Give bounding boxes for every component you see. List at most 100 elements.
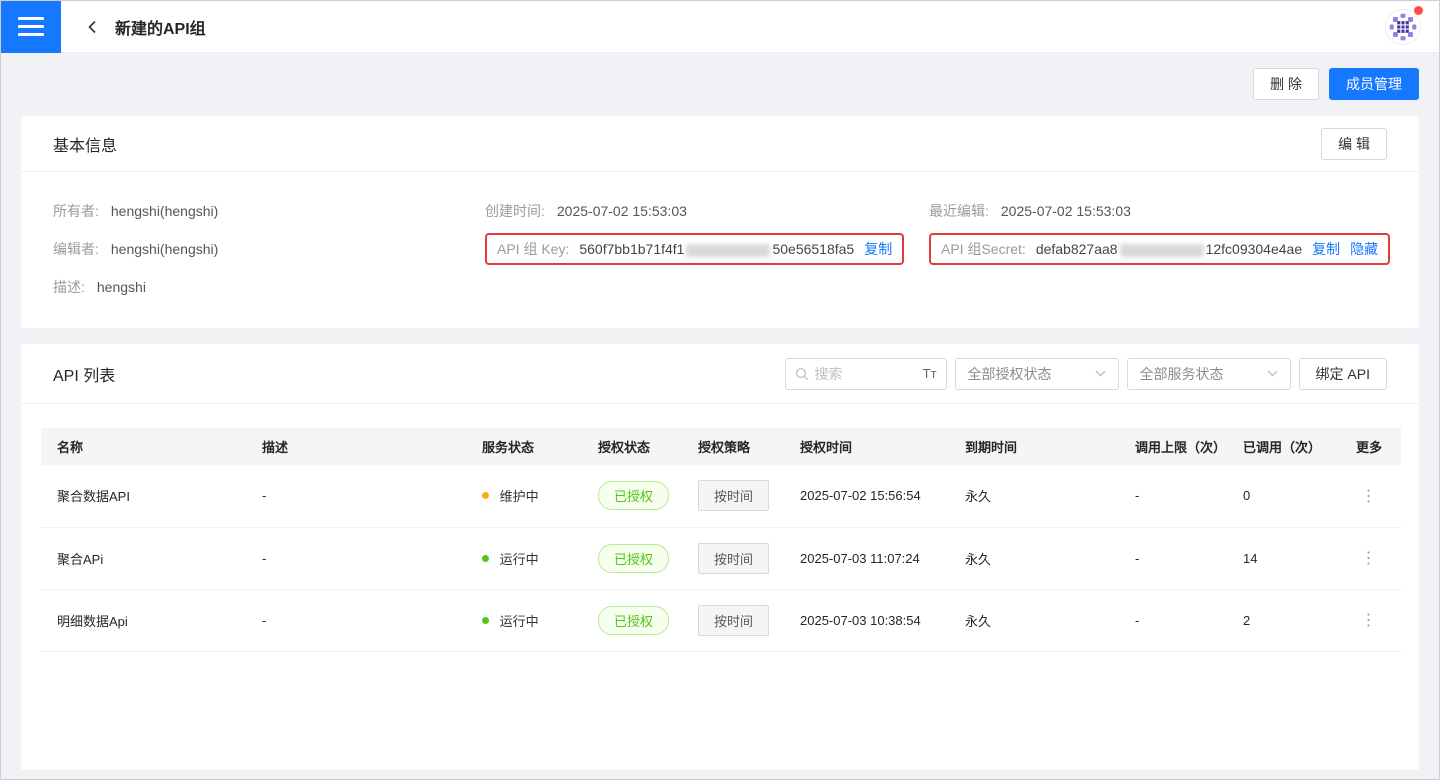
api-key-field: API 组 Key: 560f7bb1b71f4f1 50e56518fa5 复制 [485,230,929,268]
auth-status-badge: 已授权 [598,543,670,573]
row-more-cell: ⋮ [1337,527,1401,590]
more-icon[interactable]: ⋮ [1360,612,1378,629]
user-avatar[interactable] [1385,5,1423,45]
col-auth-policy: 授权策略 [682,428,784,465]
api-key-value: 560f7bb1b71f4f1 50e56518fa5 [579,241,855,257]
row-more-cell: ⋮ [1337,589,1401,652]
back-button[interactable] [85,19,101,35]
policy-button[interactable]: 按时间 [698,604,770,636]
basic-info-header: 基本信息 编 辑 [21,116,1419,172]
edited-value: 2025-07-02 15:53:03 [1000,203,1131,219]
search-box[interactable]: Tт [784,357,947,390]
notification-dot [1414,5,1423,15]
api-description: - [246,465,466,528]
auth-policy-cell: 按时间 [682,589,784,652]
auth-status-badge: 已授权 [598,481,670,511]
bind-api-button[interactable]: 绑定 API [1298,357,1387,390]
api-table: 名称 描述 服务状态 授权状态 授权策略 授权时间 到期时间 调用上限（次） 已… [41,428,1401,652]
created-label: 创建时间: [485,203,545,219]
delete-button[interactable]: 删 除 [1253,68,1319,100]
auth-status-cell: 已授权 [582,589,682,652]
avatar-pattern-icon [1389,13,1417,40]
table-row[interactable]: 聚合APi - 运行中 已授权 按时间 2025-07-03 11:07:24 [41,527,1401,590]
auth-status-badge: 已授权 [598,605,670,635]
chevron-down-icon [1267,370,1278,377]
api-secret-highlight-box: API 组Secret: defab827aa8 12fc09304e4ae 复制… [929,233,1391,265]
expire-time: 永久 [949,589,1119,652]
api-list-title: API 列表 [53,367,116,385]
policy-button[interactable]: 按时间 [698,480,770,512]
col-service-status: 服务状态 [466,428,582,465]
auth-status-cell: 已授权 [582,527,682,590]
api-secret-value: defab827aa8 12fc09304e4ae [1035,241,1303,257]
chevron-down-icon [1095,370,1106,377]
auth-status-filter[interactable]: 全部授权状态 [954,357,1119,390]
hide-secret-link[interactable]: 隐藏 [1350,241,1379,257]
call-limit: - [1119,589,1227,652]
service-status-cell: 维护中 [466,465,582,528]
api-name: 明细数据Api [41,589,246,652]
description-field: 描述: hengshi [53,268,485,306]
policy-button[interactable]: 按时间 [698,542,770,574]
api-key-highlight-box: API 组 Key: 560f7bb1b71f4f1 50e56518fa5 复制 [485,233,905,265]
col-call-limit: 调用上限（次） [1119,428,1227,465]
service-status-filter[interactable]: 全部服务状态 [1126,357,1291,390]
status-dot [482,554,489,562]
redacted-segment [686,243,771,257]
page-title: 新建的API组 [115,20,206,38]
created-field: 创建时间: 2025-07-02 15:53:03 [485,192,929,230]
basic-info-col2: 创建时间: 2025-07-02 15:53:03 API 组 Key: 560… [485,192,929,268]
auth-time: 2025-07-03 10:38:54 [784,589,949,652]
case-sensitive-icon[interactable]: Tт [922,366,937,381]
col-description: 描述 [246,428,466,465]
created-value: 2025-07-02 15:53:03 [556,203,687,219]
auth-time: 2025-07-03 11:07:24 [784,527,949,590]
edit-button[interactable]: 编 辑 [1321,127,1387,160]
page-actions: 删 除 成员管理 [1,53,1439,100]
call-used: 2 [1227,589,1337,652]
call-used: 0 [1227,465,1337,528]
auth-status-filter-value: 全部授权状态 [967,365,1052,382]
description-label: 描述: [53,279,85,295]
auth-policy-cell: 按时间 [682,527,784,590]
hamburger-menu-icon[interactable] [1,1,61,53]
basic-info-col1: 所有者: hengshi(hengshi) 编辑者: hengshi(hengs… [53,192,485,306]
table-row[interactable]: 明细数据Api - 运行中 已授权 按时间 2025-07-03 10:38:5… [41,589,1401,652]
expire-time: 永久 [949,465,1119,528]
api-key-label: API 组 Key: [497,241,570,257]
basic-info-card: 基本信息 编 辑 所有者: hengshi(hengshi) 编辑者: heng… [21,116,1419,328]
owner-value: hengshi(hengshi) [110,203,219,219]
col-more: 更多 [1337,428,1401,465]
editor-value: hengshi(hengshi) [110,241,219,257]
status-dot [482,492,489,500]
search-input[interactable] [814,365,923,382]
search-icon [795,367,808,380]
row-more-cell: ⋮ [1337,465,1401,528]
copy-secret-link[interactable]: 复制 [1312,241,1341,257]
top-bar: 新建的API组 [1,1,1439,53]
table-row[interactable]: 聚合数据API - 维护中 已授权 按时间 2025-07-02 15:56:5… [41,465,1401,528]
editor-label: 编辑者: [53,241,99,257]
auth-status-cell: 已授权 [582,465,682,528]
auth-time: 2025-07-02 15:56:54 [784,465,949,528]
service-status-cell: 运行中 [466,589,582,652]
more-icon[interactable]: ⋮ [1360,487,1378,505]
edited-label: 最近编辑: [929,203,989,219]
api-secret-field: API 组Secret: defab827aa8 12fc09304e4ae 复制… [929,230,1391,268]
col-call-used: 已调用（次） [1227,428,1337,465]
member-management-button[interactable]: 成员管理 [1329,68,1419,100]
table-header-row: 名称 描述 服务状态 授权状态 授权策略 授权时间 到期时间 调用上限（次） 已… [41,428,1401,465]
more-icon[interactable]: ⋮ [1360,550,1378,567]
redacted-segment [1119,243,1204,257]
api-description: - [246,527,466,590]
owner-field: 所有者: hengshi(hengshi) [53,192,485,230]
copy-key-link[interactable]: 复制 [864,241,893,257]
api-list-header: API 列表 Tт 全部授权状态 全部服务状态 [21,344,1419,404]
owner-label: 所有者: [53,203,99,219]
status-dot [482,616,489,624]
call-limit: - [1119,465,1227,528]
basic-info-title: 基本信息 [53,137,118,155]
api-secret-label: API 组Secret: [941,241,1026,257]
api-description: - [246,589,466,652]
